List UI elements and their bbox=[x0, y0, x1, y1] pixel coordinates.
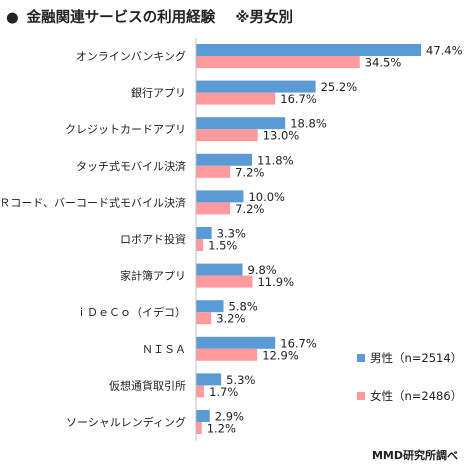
legend-male-swatch bbox=[357, 354, 365, 362]
title-text: 金融関連サービスの利用経験 bbox=[26, 10, 216, 26]
female-bar bbox=[196, 385, 205, 398]
female-bar bbox=[196, 56, 360, 68]
male-bar bbox=[196, 300, 224, 313]
female-bar bbox=[196, 129, 258, 142]
category-label: ロボアド投資 bbox=[120, 232, 186, 246]
male-value-label: 3.3% bbox=[217, 227, 246, 241]
male-bar bbox=[196, 410, 210, 422]
male-bar bbox=[196, 336, 276, 349]
female-value-label: 13.0% bbox=[263, 129, 300, 143]
female-bar bbox=[196, 312, 212, 325]
category-label: タッチ式モバイル決済 bbox=[76, 159, 186, 173]
female-value-label: 12.9% bbox=[262, 348, 299, 362]
chart-title: ● 金融関連サービスの利用経験 ※男女別 bbox=[6, 6, 293, 27]
category-label: 仮想通貨取引所 bbox=[109, 378, 186, 392]
male-bar bbox=[196, 227, 212, 239]
category-label: 家計簿アプリ bbox=[120, 269, 186, 283]
female-bar bbox=[196, 275, 253, 288]
male-value-label: 10.0% bbox=[248, 190, 285, 204]
male-bar bbox=[196, 80, 316, 93]
male-bar bbox=[196, 44, 421, 56]
category-label: クレジットカードアプリ bbox=[65, 123, 186, 136]
male-value-label: 5.3% bbox=[226, 373, 255, 387]
female-bar bbox=[196, 348, 258, 361]
title-bullet: ● bbox=[6, 10, 19, 26]
female-value-label: 1.5% bbox=[208, 239, 237, 253]
female-bar bbox=[196, 202, 231, 215]
female-bar bbox=[196, 422, 202, 434]
legend-female-label: 女性（n=2486） bbox=[370, 389, 462, 403]
category-label: 銀行アプリ bbox=[131, 86, 186, 100]
male-bar bbox=[196, 373, 222, 386]
female-value-label: 34.5% bbox=[365, 56, 402, 70]
male-bar bbox=[196, 190, 244, 203]
title-note: ※男女別 bbox=[235, 10, 293, 26]
male-value-label: 25.2% bbox=[321, 80, 358, 94]
male-value-label: 2.9% bbox=[215, 410, 244, 424]
male-value-label: 18.8% bbox=[290, 117, 327, 131]
female-value-label: 7.2% bbox=[235, 165, 264, 179]
male-value-label: 16.7% bbox=[280, 336, 317, 350]
male-bar bbox=[196, 117, 286, 130]
female-value-label: 3.2% bbox=[216, 312, 245, 326]
male-value-label: 11.8% bbox=[257, 153, 294, 167]
category-label: ｉＤｅＣｏ（イデコ） bbox=[76, 305, 186, 319]
legend-male-label: 男性（n=2514） bbox=[370, 351, 462, 365]
female-bar bbox=[196, 165, 231, 178]
category-label: ＱＲコード、バーコード式モバイル決済 bbox=[0, 195, 186, 209]
female-value-label: 7.2% bbox=[235, 202, 264, 216]
category-label: オンラインバンキング bbox=[76, 49, 186, 63]
male-bar bbox=[196, 263, 243, 276]
male-value-label: 47.4% bbox=[426, 44, 463, 58]
category-label: ＮＩＳＡ bbox=[142, 343, 186, 356]
female-value-label: 1.2% bbox=[207, 422, 236, 436]
male-bar bbox=[196, 153, 253, 166]
female-value-label: 16.7% bbox=[280, 92, 317, 106]
source-credit: MMD研究所調べ bbox=[371, 449, 458, 462]
legend-female-swatch bbox=[357, 392, 365, 400]
female-bar bbox=[196, 239, 204, 251]
female-value-label: 11.9% bbox=[257, 275, 294, 289]
female-value-label: 1.7% bbox=[209, 385, 238, 399]
male-value-label: 5.8% bbox=[229, 300, 258, 314]
category-label: ソーシャルレンディング bbox=[66, 415, 186, 429]
male-value-label: 9.8% bbox=[248, 263, 277, 277]
female-bar bbox=[196, 92, 276, 105]
